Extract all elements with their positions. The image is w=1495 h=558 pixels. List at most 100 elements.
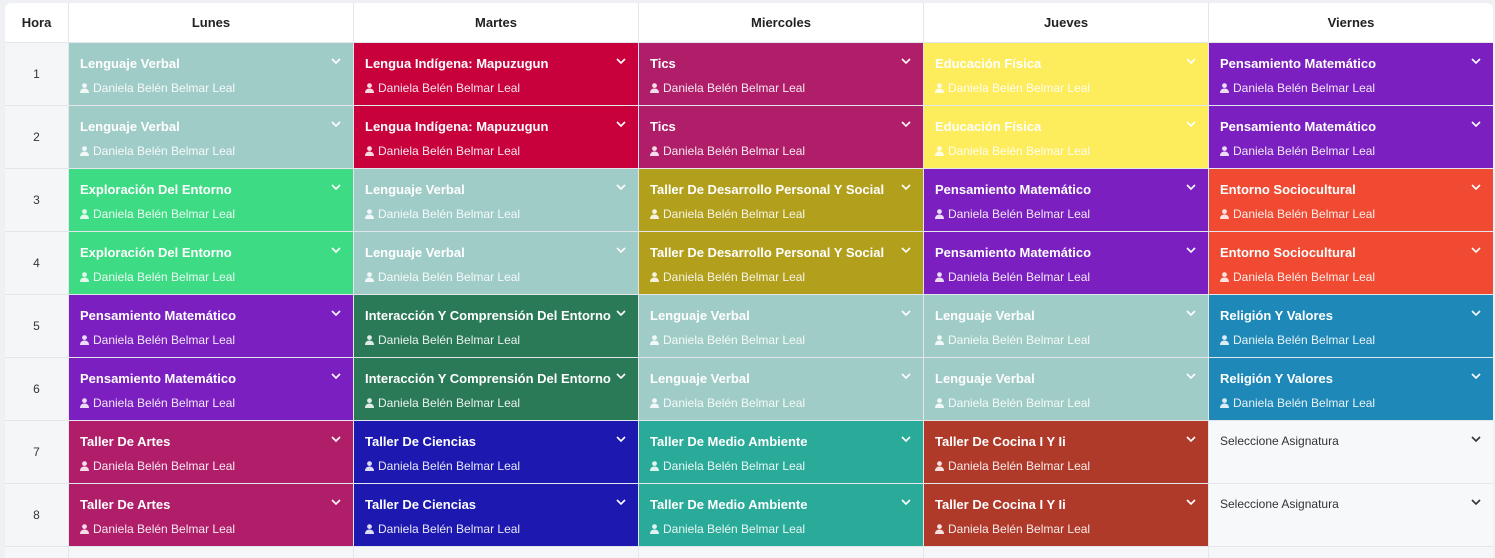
subject-cell[interactable]: Exploración Del Entorno Daniela Belén Bel… [69,169,353,231]
teacher: Daniela Belén Belmar Leal [365,459,520,473]
subject-cell[interactable]: Taller De Desarrollo Personal Y Social Da… [639,232,923,294]
subject-cell[interactable]: Taller De Medio Ambiente Daniela Belén Be… [639,421,923,483]
teacher: Daniela Belén Belmar Leal [80,333,235,347]
hour: 1 [5,43,68,105]
subject-cell[interactable]: Interacción Y Comprensión Del Entorno Dan… [354,358,638,420]
subject-cell[interactable]: Seleccione Asignatura [1209,484,1493,546]
subject: Lenguaje Verbal [935,308,1035,323]
subject: Lenguaje Verbal [365,245,465,260]
column-header: Lunes [69,3,353,42]
person-icon [650,524,659,534]
chevron [901,247,911,254]
subject-cell[interactable]: Religión Y Valores Daniela Belén Belmar L… [1209,295,1493,357]
chevron [1186,184,1196,191]
subject-cell[interactable]: Taller De Artes Daniela Belén Belmar Leal [69,421,353,483]
teacher: Daniela Belén Belmar Leal [1220,333,1375,347]
subject-cell[interactable]: Taller De Artes Daniela Belén Belmar Leal [69,484,353,546]
teacher: Daniela Belén Belmar Leal [365,333,520,347]
chevron [901,58,911,65]
subject-cell[interactable]: Lenguaje Verbal Daniela Belén Belmar Leal [639,295,923,357]
subject: Lengua Indígena: Mapuzugun [365,56,549,71]
subject-cell[interactable]: Pensamiento Matemático Daniela Belén Belm… [924,169,1208,231]
subject-cell[interactable]: Educación Física Daniela Belén Belmar Lea… [924,106,1208,168]
person-icon [935,398,944,408]
teacher: Daniela Belén Belmar Leal [935,333,1090,347]
subject-cell[interactable]: Lengua Indígena: Mapuzugun Daniela Belén … [354,106,638,168]
subject-cell[interactable]: Exploración Del Entorno Daniela Belén Bel… [69,232,353,294]
teacher-name: Daniela Belén Belmar Leal [93,270,236,284]
subject-cell[interactable]: Entorno Sociocultural Daniela Belén Belma… [1209,232,1493,294]
subject: Taller De Desarrollo Personal Y Social [650,182,885,197]
subject-cell[interactable]: Religión Y Valores Daniela Belén Belmar L… [1209,358,1493,420]
subject-cell[interactable]: Pensamiento Matemático Daniela Belén Belm… [69,295,353,357]
hour: 6 [5,358,68,420]
subject-cell[interactable]: Pensamiento Matemático Daniela Belén Belm… [1209,43,1493,105]
subject-cell[interactable]: Taller De Ciencias Daniela Belén Belmar L… [354,484,638,546]
teacher: Daniela Belén Belmar Leal [365,207,520,221]
person-icon [935,146,944,156]
person-icon [650,83,659,93]
chevron [616,58,626,65]
person-icon [80,461,89,471]
subject-cell[interactable]: Lenguaje Verbal Daniela Belén Belmar Leal [69,43,353,105]
subject-cell[interactable]: Taller De Ciencias Daniela Belén Belmar L… [354,421,638,483]
subject: Exploración Del Entorno [80,245,232,260]
subject-cell[interactable]: Lenguaje Verbal Daniela Belén Belmar Leal [69,106,353,168]
chevron [1471,58,1481,65]
chevron [901,121,911,128]
chevron [901,310,911,317]
teacher: Daniela Belén Belmar Leal [1220,144,1375,158]
teacher-name: Daniela Belén Belmar Leal [93,144,236,158]
subject-cell[interactable]: Entorno Sociocultural Daniela Belén Belma… [1209,169,1493,231]
person-icon [1220,209,1229,219]
subject-cell[interactable]: Lenguaje Verbal Daniela Belén Belmar Leal [354,232,638,294]
subject: Religión Y Valores [1220,308,1333,323]
subject-cell[interactable]: Taller De Cocina I Y Ii Daniela Belén Bel… [924,484,1208,546]
subject: Exploración Del Entorno [80,182,232,197]
subject-cell[interactable]: Pensamiento Matemático Daniela Belén Belm… [924,232,1208,294]
subject: Pensamiento Matemático [1220,56,1377,71]
subject: Pensamiento Matemático [80,371,237,386]
subject-cell[interactable]: Educación Física Daniela Belén Belmar Lea… [924,43,1208,105]
teacher-name: Daniela Belén Belmar Leal [93,522,236,536]
subject: Lenguaje Verbal [650,371,750,386]
subject-cell[interactable]: Taller De Desarrollo Personal Y Social Da… [639,169,923,231]
person-icon [650,398,659,408]
subject-cell[interactable]: Tics Daniela Belén Belmar Leal [639,106,923,168]
subject-cell[interactable]: Pensamiento Matemático Daniela Belén Belm… [69,358,353,420]
chevron [901,184,911,191]
chevron [1186,310,1196,317]
subject-cell[interactable]: Lengua Indígena: Mapuzugun Daniela Belén … [354,43,638,105]
teacher: Daniela Belén Belmar Leal [1220,396,1375,410]
subject: Taller De Artes [80,434,171,449]
teacher: Daniela Belén Belmar Leal [80,459,235,473]
chevron [616,310,626,317]
teacher: Daniela Belén Belmar Leal [1220,81,1375,95]
chevron [331,499,341,506]
subject-cell[interactable]: Tics Daniela Belén Belmar Leal [639,43,923,105]
teacher-name: Daniela Belén Belmar Leal [948,333,1091,347]
column-header: Hora [5,3,68,42]
row-filler [354,547,638,558]
subject-cell[interactable]: Lenguaje Verbal Daniela Belén Belmar Leal [924,358,1208,420]
subject-cell[interactable]: Pensamiento Matemático Daniela Belén Belm… [1209,106,1493,168]
teacher-name: Daniela Belén Belmar Leal [378,522,521,536]
teacher: Daniela Belén Belmar Leal [935,207,1090,221]
subject: Entorno Sociocultural [1220,245,1356,260]
teacher: Daniela Belén Belmar Leal [80,81,235,95]
subject-cell[interactable]: Lenguaje Verbal Daniela Belén Belmar Leal [639,358,923,420]
chevron [1186,58,1196,65]
person-icon [80,83,89,93]
teacher-name: Daniela Belén Belmar Leal [663,522,806,536]
subject-cell[interactable]: Lenguaje Verbal Daniela Belén Belmar Leal [924,295,1208,357]
teacher: Daniela Belén Belmar Leal [935,522,1090,536]
subject: Educación Física [935,119,1042,134]
subject-cell[interactable]: Seleccione Asignatura [1209,421,1493,483]
subject-cell[interactable]: Lenguaje Verbal Daniela Belén Belmar Leal [354,169,638,231]
subject-cell[interactable]: Taller De Medio Ambiente Daniela Belén Be… [639,484,923,546]
chevron [901,499,911,506]
subject: Interacción Y Comprensión Del Entorno [365,308,611,323]
subject-cell[interactable]: Taller De Cocina I Y Ii Daniela Belén Bel… [924,421,1208,483]
subject-cell[interactable]: Interacción Y Comprensión Del Entorno Dan… [354,295,638,357]
